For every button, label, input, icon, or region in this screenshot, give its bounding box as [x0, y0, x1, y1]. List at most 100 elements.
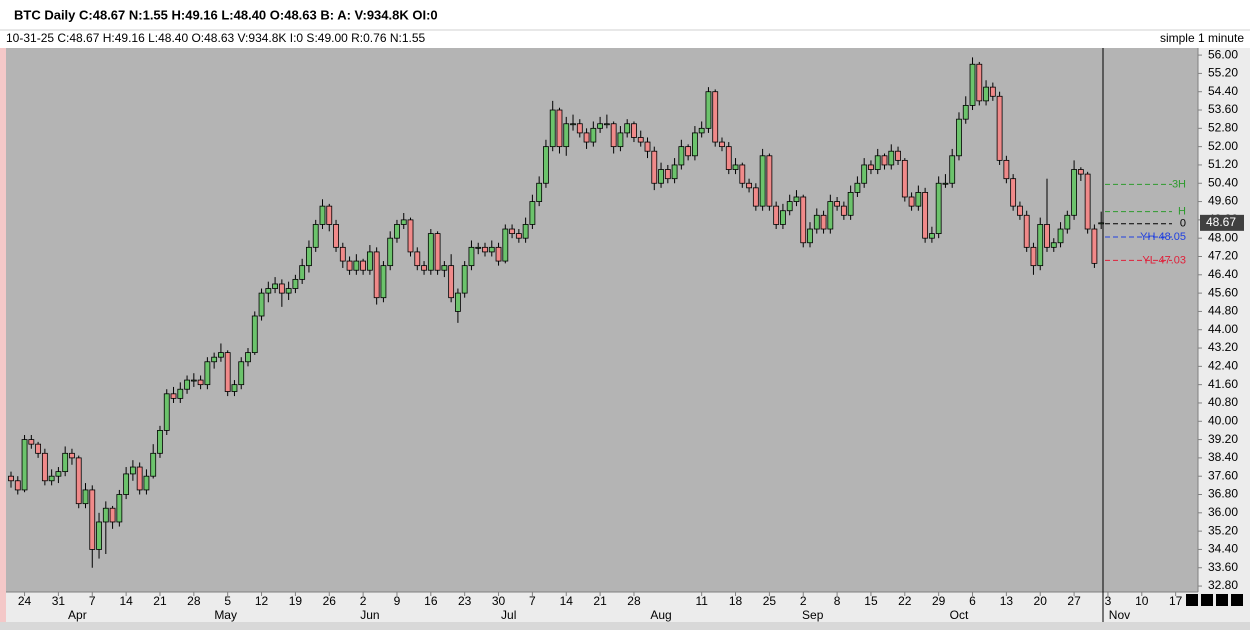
candle-body [874, 155, 881, 170]
candle-body [299, 265, 306, 280]
candle-body [576, 123, 583, 134]
left-strip [0, 48, 6, 628]
candle-body [339, 246, 346, 262]
candle-body [62, 452, 69, 473]
candle-body [888, 150, 895, 166]
x-tick-label: 7 [529, 594, 536, 608]
y-tick-label: 38.40 [1208, 450, 1238, 464]
candle-body [935, 182, 942, 235]
candle-body [827, 201, 834, 230]
candle-body [563, 123, 570, 148]
candle-body [536, 182, 543, 202]
candle-body [211, 356, 218, 363]
y-tick-label: 52.00 [1208, 139, 1238, 153]
candle-body [956, 118, 962, 157]
month-label: Sep [802, 608, 824, 622]
y-tick-label: 39.20 [1208, 432, 1238, 446]
candle-body [41, 452, 48, 482]
candle-body [766, 155, 773, 207]
candle-body [637, 137, 644, 143]
y-tick-label: 36.00 [1208, 505, 1238, 519]
candle-body [786, 201, 793, 212]
x-tick-label: 13 [1000, 594, 1014, 608]
scroll-button[interactable] [1231, 594, 1243, 606]
level-label: YL 47.03 [1142, 254, 1186, 266]
candle-body [989, 86, 996, 97]
x-tick-label: 31 [52, 594, 66, 608]
candle-body [549, 109, 556, 148]
candle-body [949, 155, 956, 184]
candle-body [908, 196, 915, 207]
candle-body [996, 95, 1003, 161]
scroll-button[interactable] [1216, 594, 1228, 606]
candle-body [1003, 159, 1010, 180]
x-tick-label: 27 [1067, 594, 1081, 608]
y-tick-label: 35.20 [1208, 523, 1238, 537]
candle-body [671, 164, 678, 180]
candle-body [1017, 205, 1023, 216]
candle-body [245, 352, 251, 363]
candle-body [102, 507, 109, 523]
candle-body [177, 388, 184, 399]
candle-body [319, 205, 326, 225]
y-tick-label: 50.40 [1208, 175, 1238, 189]
month-label: Oct [950, 608, 969, 622]
level-label: 0 [1180, 218, 1186, 230]
candle-body [258, 292, 265, 317]
y-tick-label: 42.40 [1208, 359, 1238, 373]
candle-body [292, 278, 299, 289]
x-tick-label: 9 [394, 594, 401, 608]
candle-body [1064, 214, 1071, 230]
candle-body [394, 224, 400, 239]
candle-body [712, 91, 719, 143]
candle-body [962, 105, 969, 120]
scroll-button[interactable] [1186, 594, 1198, 606]
candle-body [739, 164, 746, 184]
candle-body [272, 283, 278, 289]
x-tick-label: 16 [424, 594, 438, 608]
y-tick-label: 49.60 [1208, 194, 1238, 208]
candle-body [373, 251, 380, 299]
x-tick-label: 21 [153, 594, 167, 608]
candle-body [664, 169, 671, 180]
last-price-label: 48.67 [1206, 215, 1236, 229]
x-tick-label: 14 [560, 594, 574, 608]
x-tick-label: 28 [187, 594, 201, 608]
candle-body [1077, 169, 1084, 175]
x-tick-label: 20 [1034, 594, 1048, 608]
candle-body [502, 228, 509, 262]
candle-body [976, 63, 983, 102]
candle-body [813, 214, 820, 230]
candle-body [123, 473, 130, 495]
scroll-button[interactable] [1201, 594, 1213, 606]
candle-body [265, 288, 272, 294]
candle-body [75, 457, 82, 505]
candle-body [14, 480, 21, 491]
candle-body [861, 164, 868, 184]
candle-body [400, 219, 407, 225]
candle-body [570, 123, 576, 126]
candle-body [732, 164, 739, 170]
x-tick-label: 23 [458, 594, 472, 608]
candle-body [204, 361, 211, 386]
candle-body [190, 379, 197, 382]
candle-body [685, 146, 692, 157]
x-tick-label: 12 [255, 594, 269, 608]
candle-body [407, 219, 414, 253]
y-tick-label: 54.40 [1208, 84, 1238, 98]
candle-body [333, 224, 339, 248]
candle-body [631, 123, 637, 138]
candle-body [434, 233, 441, 271]
candle-body [163, 393, 170, 431]
candle-body [1098, 222, 1105, 225]
candle-body [238, 361, 245, 386]
candle-body [48, 475, 55, 482]
x-tick-label: 26 [323, 594, 337, 608]
candle-body [150, 452, 157, 477]
candle-body [109, 507, 116, 523]
x-tick-label: 10 [1135, 594, 1149, 608]
candle-body [157, 430, 163, 454]
candle-body [603, 123, 610, 126]
candle-body [218, 352, 224, 358]
x-tick-label: 11 [695, 594, 708, 608]
